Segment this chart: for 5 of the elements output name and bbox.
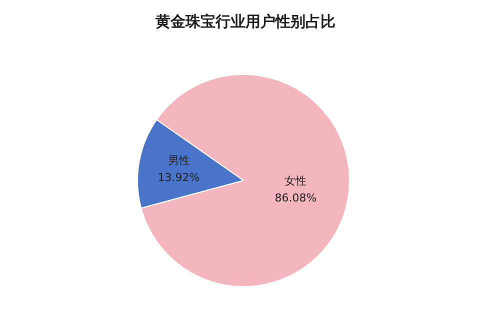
data-label: 86.08%	[274, 192, 317, 205]
chart-title: 黄金珠宝行业用户性别占比	[154, 12, 336, 30]
slice-label: 女性	[284, 174, 307, 188]
slice-label: 男性	[168, 154, 190, 168]
data-label: 13.92%	[158, 171, 200, 184]
